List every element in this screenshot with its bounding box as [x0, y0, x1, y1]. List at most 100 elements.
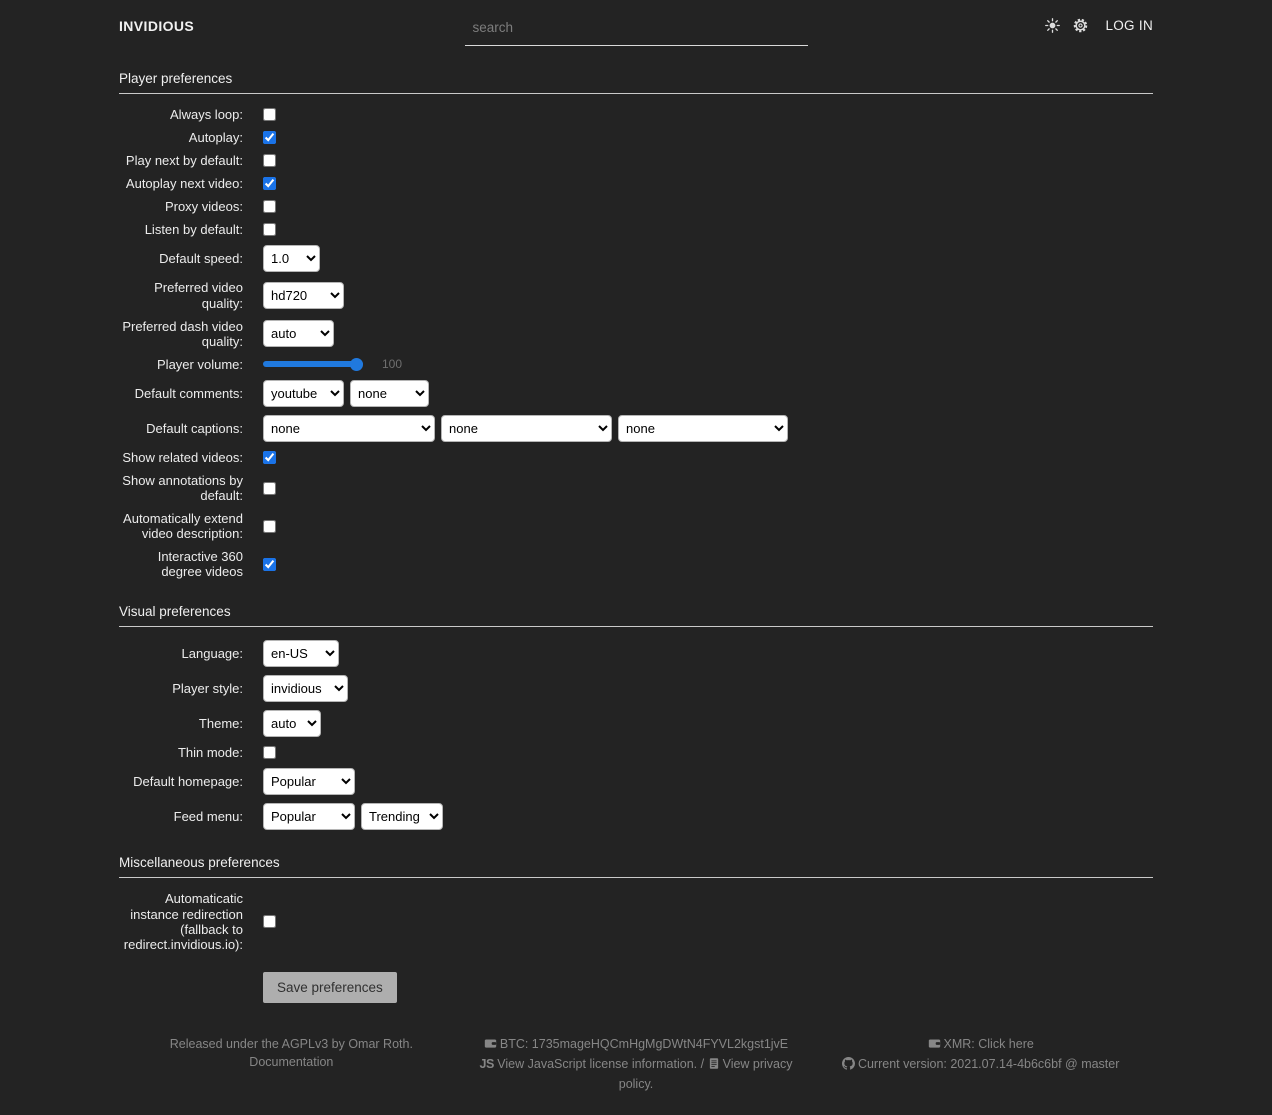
wallet-icon [484, 1037, 497, 1055]
captions-select-2[interactable]: none [441, 414, 612, 442]
version-text: Current version: 2021.07.14-4b6c6bf @ ma… [857, 1056, 1120, 1071]
pref-label: Thin mode: [177, 745, 243, 761]
feed-menu-select-1[interactable]: Popular [263, 803, 355, 831]
default-speed-select[interactable]: 1.0 [263, 245, 320, 273]
javascript-icon: JS [479, 1056, 495, 1071]
xmr-label: XMR: [943, 1036, 979, 1051]
always-loop-checkbox[interactable] [263, 108, 276, 122]
related-videos-checkbox[interactable] [263, 450, 276, 464]
pref-label: Theme: [198, 716, 243, 732]
pref-row-language: Language: en-US [119, 640, 1153, 668]
section-title-misc: Miscellaneous preferences [119, 855, 1153, 879]
pref-label: Interactive 360 degree videos [157, 549, 243, 580]
auto-redirect-checkbox[interactable] [263, 915, 276, 929]
pref-row-related-videos: Show related videos: [119, 450, 1153, 465]
footer-donate-column: BTC: 1735mageHQCmHgMgDWtN4FYVL2kgst1jvE … [464, 1035, 809, 1093]
pref-label: Language: [181, 646, 243, 662]
pref-row-play-next: Play next by default: [119, 153, 1153, 168]
pref-row-extend-description: Automatically extend video description: [119, 511, 1153, 541]
feed-menu-select-2[interactable]: Trending [361, 803, 443, 831]
player-style-select[interactable]: invidious [263, 675, 348, 703]
pref-label: Listen by default: [144, 222, 243, 238]
save-preferences-button[interactable]: Save preferences [263, 971, 397, 1003]
theme-select[interactable]: auto [263, 710, 321, 738]
pref-row-annotations: Show annotations by default: [119, 473, 1153, 503]
annotations-checkbox[interactable] [263, 481, 276, 495]
page: INVIDIOUS [119, 0, 1153, 1115]
pref-label: Show related videos: [122, 449, 243, 465]
pref-label: Automaticatic instance redirection (fall… [123, 891, 243, 952]
pref-label: Preferred video quality: [154, 280, 243, 311]
play-next-checkbox[interactable] [263, 154, 276, 168]
footer-license-column: Released under the AGPLv3 by Omar Roth. … [119, 1035, 464, 1093]
listen-default-checkbox[interactable] [263, 223, 276, 237]
github-icon [841, 1056, 855, 1075]
language-select[interactable]: en-US [263, 640, 339, 668]
wallet-icon [928, 1037, 941, 1055]
pref-label: Default homepage: [133, 774, 243, 790]
pref-row-vr-mode: Interactive 360 degree videos [119, 549, 1153, 579]
pref-label: Proxy videos: [164, 199, 243, 215]
pref-label: Default speed: [159, 251, 243, 267]
thin-mode-checkbox[interactable] [263, 746, 276, 760]
pref-row-thin-mode: Thin mode: [119, 745, 1153, 760]
documentation-link[interactable]: Documentation [249, 1054, 334, 1069]
pref-row-default-comments: Default comments: youtube none [119, 379, 1153, 407]
pref-label: Play next by default: [125, 153, 243, 169]
pref-row-dash-quality: Preferred dash video quality: auto [119, 319, 1153, 349]
js-license-link[interactable]: View JavaScript license information. [497, 1056, 698, 1071]
footer: Released under the AGPLv3 by Omar Roth. … [119, 1035, 1153, 1115]
search-input[interactable] [464, 14, 808, 46]
pref-label: Automatically extend video description: [123, 511, 243, 542]
separator: / [697, 1056, 708, 1071]
pref-label: Always loop: [170, 107, 243, 122]
video-quality-select[interactable]: hd720 [263, 282, 344, 310]
footer-version-column: XMR: Click here Current version: 2021.07… [808, 1035, 1153, 1093]
volume-value: 100 [382, 357, 403, 372]
pref-label: Show annotations by default: [122, 472, 243, 504]
comments-select-1[interactable]: youtube [263, 379, 344, 407]
pref-row-listen-default: Listen by default: [119, 222, 1153, 237]
captions-select-1[interactable]: none [263, 414, 435, 442]
pref-row-auto-redirect: Automaticatic instance redirection (fall… [119, 891, 1153, 952]
pref-label: Autoplay next video: [125, 176, 243, 192]
pref-row-default-speed: Default speed: 1.0 [119, 245, 1153, 273]
pref-row-autoplay: Autoplay: [119, 130, 1153, 145]
pref-row-default-captions: Default captions: none none none [119, 414, 1153, 442]
autoplay-next-checkbox[interactable] [263, 177, 276, 191]
brand-link[interactable]: INVIDIOUS [119, 18, 195, 34]
btc-address: BTC: 1735mageHQCmHgMgDWtN4FYVL2kgst1jvE [499, 1036, 789, 1051]
pref-row-default-homepage: Default homepage: Popular [119, 768, 1153, 796]
pref-label: Player style: [172, 681, 243, 697]
pref-row-video-quality: Preferred video quality: hd720 [119, 280, 1153, 311]
section-title-player: Player preferences [119, 71, 1153, 94]
dash-quality-select[interactable]: auto [263, 320, 334, 348]
pref-label: Feed menu: [173, 809, 243, 825]
extend-description-checkbox[interactable] [263, 519, 276, 533]
pref-label: Player volume: [157, 356, 243, 372]
pref-label: Default captions: [146, 420, 243, 436]
pref-label: Autoplay: [188, 130, 243, 146]
login-link[interactable]: LOG IN [1105, 18, 1153, 33]
proxy-videos-checkbox[interactable] [263, 200, 276, 214]
default-homepage-select[interactable]: Popular [263, 768, 355, 796]
preferences-form: Player preferences Always loop: Autoplay… [119, 71, 1153, 1003]
autoplay-checkbox[interactable] [263, 131, 276, 145]
preferences-gear-icon[interactable] [1073, 18, 1088, 33]
license-text: Released under the AGPLv3 by Omar Roth. [169, 1036, 413, 1051]
pref-row-always-loop: Always loop: [119, 107, 1153, 122]
pref-label: Default comments: [134, 385, 243, 401]
pref-row-proxy-videos: Proxy videos: [119, 199, 1153, 214]
volume-slider[interactable] [263, 356, 363, 372]
theme-toggle-sun-icon[interactable] [1045, 18, 1061, 33]
top-navbar: INVIDIOUS [119, 0, 1153, 46]
comments-select-2[interactable]: none [350, 379, 429, 407]
pref-label: Preferred dash video quality: [122, 318, 243, 349]
vr-mode-checkbox[interactable] [263, 557, 276, 571]
pref-row-autoplay-next: Autoplay next video: [119, 176, 1153, 191]
captions-select-3[interactable]: none [618, 414, 788, 442]
xmr-click-here-link[interactable]: Click here [978, 1036, 1034, 1051]
pref-row-player-style: Player style: invidious [119, 675, 1153, 703]
pref-row-theme: Theme: auto [119, 710, 1153, 738]
pref-row-player-volume: Player volume: 100 [119, 357, 1153, 372]
